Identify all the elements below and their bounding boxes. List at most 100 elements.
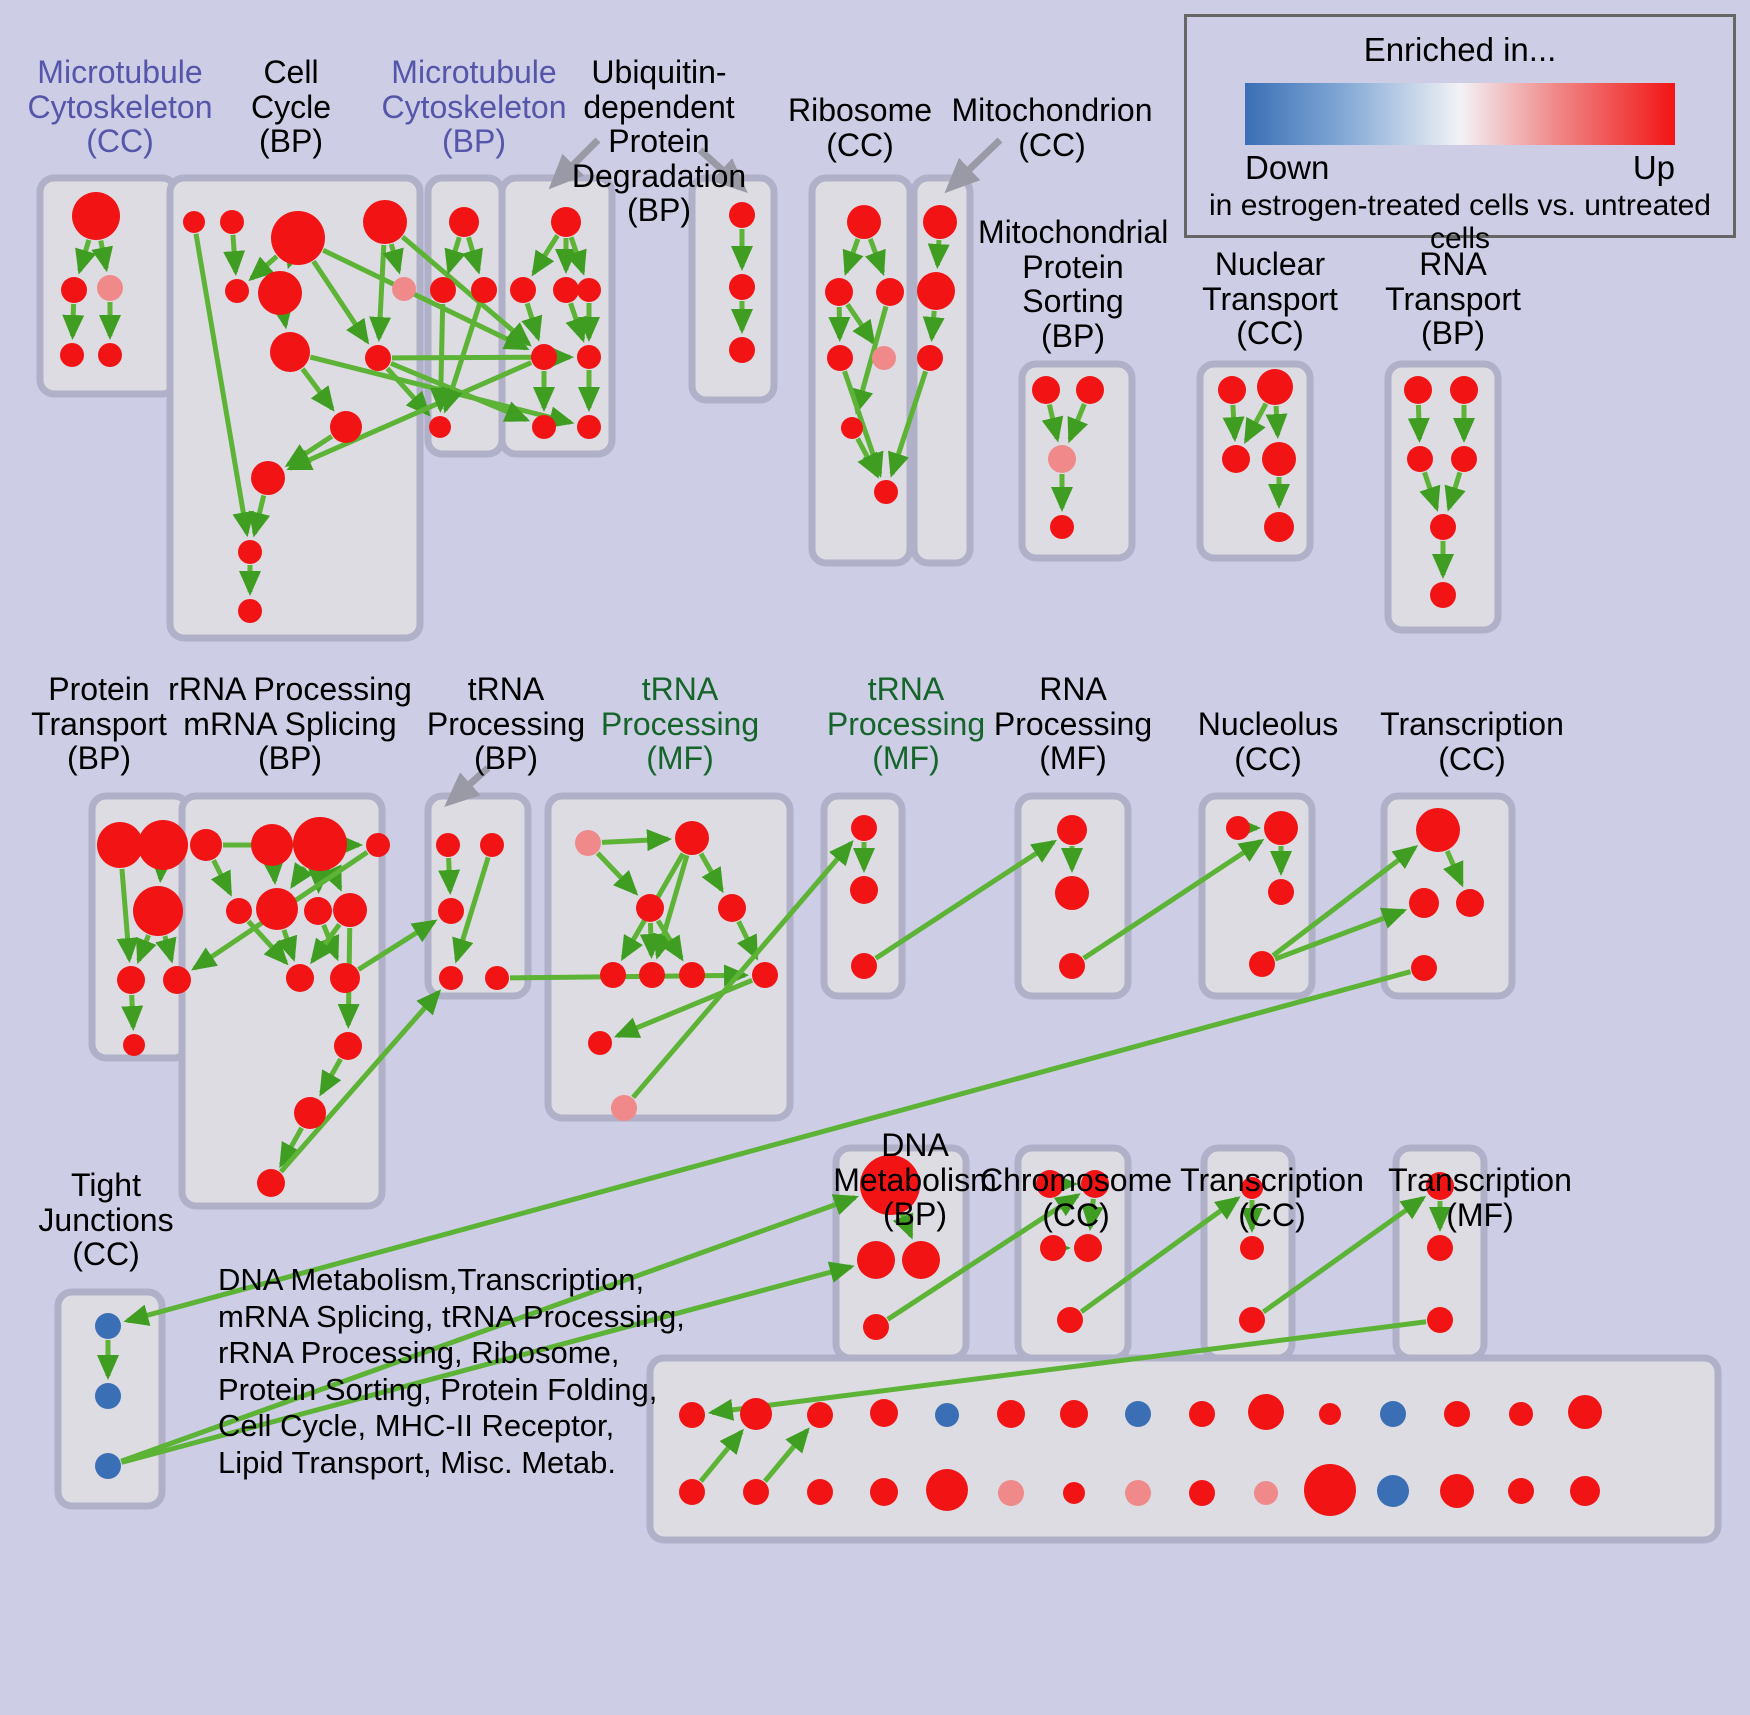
graph-node-up[interactable] <box>294 1097 326 1129</box>
graph-node-up[interactable] <box>1248 1394 1284 1430</box>
graph-node-up[interactable] <box>257 1169 285 1197</box>
graph-node-up[interactable] <box>1268 879 1294 905</box>
graph-node-up[interactable] <box>1407 446 1433 472</box>
graph-node-up[interactable] <box>1226 816 1250 840</box>
graph-node-up[interactable] <box>98 343 122 367</box>
graph-node-up[interactable] <box>1416 808 1460 852</box>
graph-node-up[interactable] <box>870 1478 898 1506</box>
graph-node-mid[interactable] <box>575 830 601 856</box>
graph-node-up[interactable] <box>220 210 244 234</box>
graph-node-up[interactable] <box>485 966 509 990</box>
graph-node-up[interactable] <box>117 966 145 994</box>
graph-node-mid[interactable] <box>1254 1481 1278 1505</box>
graph-node-up[interactable] <box>1509 1402 1533 1426</box>
graph-node-up[interactable] <box>225 279 249 303</box>
graph-node-up[interactable] <box>997 1400 1025 1428</box>
graph-node-up[interactable] <box>238 540 262 564</box>
graph-node-up[interactable] <box>1570 1476 1600 1506</box>
graph-node-up[interactable] <box>365 345 391 371</box>
graph-node-up[interactable] <box>577 345 601 369</box>
graph-node-up[interactable] <box>553 277 579 303</box>
graph-node-up[interactable] <box>1222 445 1250 473</box>
graph-node-up[interactable] <box>532 415 556 439</box>
graph-node-up[interactable] <box>718 894 746 922</box>
graph-node-up[interactable] <box>1411 955 1437 981</box>
graph-node-up[interactable] <box>251 461 285 495</box>
graph-node-up[interactable] <box>1050 515 1074 539</box>
graph-node-up[interactable] <box>1059 953 1085 979</box>
graph-node-up[interactable] <box>366 833 390 857</box>
graph-node-up[interactable] <box>123 1034 145 1056</box>
graph-node-up[interactable] <box>183 211 205 233</box>
graph-node-up[interactable] <box>72 192 120 240</box>
graph-node-up[interactable] <box>926 1469 968 1511</box>
graph-node-up[interactable] <box>251 824 293 866</box>
graph-node-up[interactable] <box>133 886 183 936</box>
graph-node-up[interactable] <box>286 964 314 992</box>
graph-node-down[interactable] <box>95 1383 121 1409</box>
graph-node-up[interactable] <box>436 833 460 857</box>
graph-node-up[interactable] <box>1427 1307 1453 1333</box>
graph-node-up[interactable] <box>163 966 191 994</box>
graph-node-up[interactable] <box>1076 376 1104 404</box>
graph-node-up[interactable] <box>1568 1395 1602 1429</box>
graph-node-up[interactable] <box>850 876 878 904</box>
graph-node-up[interactable] <box>1427 1235 1453 1261</box>
graph-node-up[interactable] <box>531 344 557 370</box>
graph-node-up[interactable] <box>870 1399 898 1427</box>
graph-node-up[interactable] <box>1032 376 1060 404</box>
graph-node-up[interactable] <box>1450 376 1478 404</box>
graph-node-up[interactable] <box>226 898 252 924</box>
graph-node-up[interactable] <box>330 411 362 443</box>
graph-node-up[interactable] <box>449 207 479 237</box>
graph-node-mid[interactable] <box>1125 1480 1151 1506</box>
graph-node-up[interactable] <box>363 200 407 244</box>
graph-node-up[interactable] <box>1055 876 1089 910</box>
graph-node-mid[interactable] <box>1048 445 1076 473</box>
graph-node-mid[interactable] <box>97 275 123 301</box>
graph-node-up[interactable] <box>827 345 853 371</box>
graph-node-up[interactable] <box>1189 1480 1215 1506</box>
graph-node-up[interactable] <box>61 277 87 303</box>
graph-node-up[interactable] <box>588 1031 612 1055</box>
graph-node-up[interactable] <box>1409 888 1439 918</box>
graph-node-up[interactable] <box>917 272 955 310</box>
graph-node-up[interactable] <box>1456 889 1484 917</box>
graph-node-up[interactable] <box>851 815 877 841</box>
graph-node-up[interactable] <box>923 205 957 239</box>
graph-node-up[interactable] <box>429 416 451 438</box>
graph-node-down[interactable] <box>95 1453 121 1479</box>
graph-node-up[interactable] <box>577 278 601 302</box>
graph-node-up[interactable] <box>636 894 664 922</box>
graph-node-up[interactable] <box>1057 1307 1083 1333</box>
graph-node-up[interactable] <box>851 953 877 979</box>
graph-node-up[interactable] <box>729 274 755 300</box>
graph-node-up[interactable] <box>841 417 863 439</box>
graph-node-up[interactable] <box>1057 815 1087 845</box>
graph-node-up[interactable] <box>1262 442 1296 476</box>
graph-node-up[interactable] <box>271 211 325 265</box>
graph-node-up[interactable] <box>471 277 497 303</box>
graph-node-up[interactable] <box>752 962 778 988</box>
graph-node-up[interactable] <box>917 345 943 371</box>
graph-node-up[interactable] <box>847 205 881 239</box>
graph-node-up[interactable] <box>334 1032 362 1060</box>
graph-node-up[interactable] <box>876 278 904 306</box>
graph-node-up[interactable] <box>270 332 310 372</box>
graph-node-up[interactable] <box>807 1402 833 1428</box>
graph-node-up[interactable] <box>438 898 464 924</box>
graph-node-up[interactable] <box>1063 1482 1085 1504</box>
graph-node-down[interactable] <box>935 1403 959 1427</box>
graph-node-up[interactable] <box>675 821 709 855</box>
graph-node-up[interactable] <box>138 820 188 870</box>
graph-node-up[interactable] <box>863 1314 889 1340</box>
graph-node-up[interactable] <box>439 966 463 990</box>
graph-node-up[interactable] <box>743 1479 769 1505</box>
graph-node-up[interactable] <box>1218 376 1246 404</box>
graph-node-up[interactable] <box>333 893 367 927</box>
graph-node-up[interactable] <box>1189 1401 1215 1427</box>
graph-node-up[interactable] <box>293 817 347 871</box>
graph-node-down[interactable] <box>1377 1475 1409 1507</box>
graph-node-up[interactable] <box>430 277 456 303</box>
graph-node-up[interactable] <box>330 963 360 993</box>
